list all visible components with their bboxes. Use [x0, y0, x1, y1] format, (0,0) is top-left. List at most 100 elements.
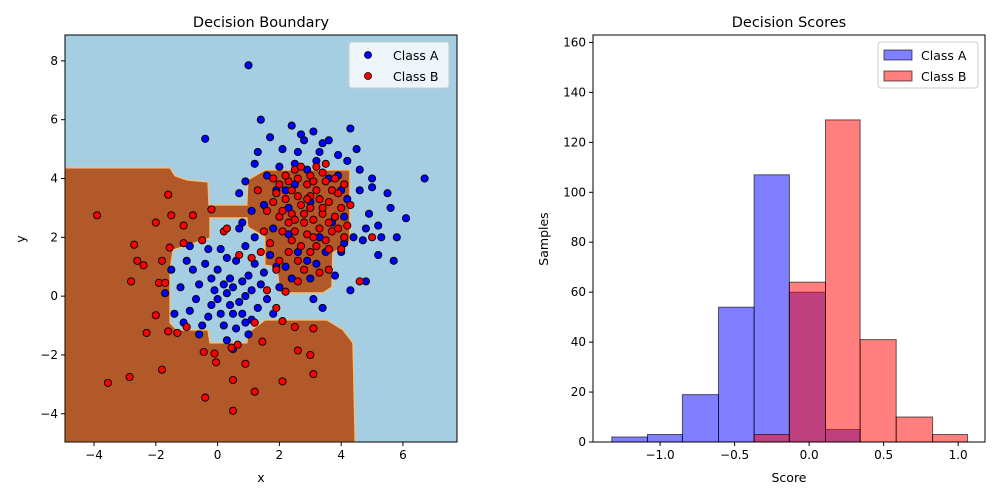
point-class-b: [296, 242, 306, 251]
point-class-b: [281, 287, 290, 296]
point-class-b: [247, 253, 256, 262]
point-class-a: [309, 127, 318, 136]
point-class-a: [266, 250, 275, 260]
x-tick-label: 6: [399, 448, 407, 462]
point-class-a: [235, 297, 244, 307]
point-class-a: [204, 312, 213, 321]
y-tick-label: −2: [40, 348, 58, 362]
point-class-b: [142, 328, 151, 337]
point-class-a: [228, 283, 238, 292]
point-class-a: [377, 233, 386, 242]
y-axis-label: y: [13, 235, 28, 243]
point-class-a: [346, 286, 355, 295]
point-class-a: [330, 271, 340, 280]
point-class-b: [250, 387, 259, 396]
point-class-a: [244, 330, 253, 339]
point-class-b: [309, 370, 318, 379]
point-class-b: [278, 206, 287, 215]
point-class-a: [170, 309, 179, 318]
bar-class-b: [895, 416, 934, 443]
point-class-b: [293, 174, 302, 183]
point-class-a: [259, 268, 268, 277]
x-tick-label: 4: [337, 448, 345, 462]
point-class-a: [358, 236, 367, 245]
point-class-b: [198, 236, 207, 245]
y-axis-label: Samples: [536, 212, 551, 265]
chart-title: Decision Scores: [732, 15, 847, 31]
point-class-a: [361, 224, 370, 233]
point-class-b: [330, 174, 340, 183]
bar-class-b: [788, 281, 827, 443]
point-class-a: [195, 280, 204, 289]
axis-ticks: −1.0 −0.5 0.0 0.5 1.0 0 20 40 60 80 100 120 140 160: [563, 35, 968, 462]
point-class-b: [290, 227, 299, 236]
bar-class-b: [753, 434, 790, 443]
point-class-b: [250, 318, 259, 327]
point-class-b: [272, 303, 281, 312]
point-class-b: [281, 171, 290, 180]
x-tick-label: −1.0: [646, 448, 675, 462]
point-class-b: [293, 277, 302, 286]
point-class-a: [238, 277, 247, 286]
point-class-b: [165, 243, 174, 252]
point-class-a: [275, 162, 284, 171]
point-class-b: [293, 256, 302, 265]
point-class-a: [250, 159, 259, 168]
point-class-a: [201, 259, 210, 268]
point-class-b: [125, 372, 134, 382]
y-tick-label: 8: [50, 54, 58, 68]
point-class-b: [278, 317, 287, 326]
point-class-a: [210, 286, 219, 295]
point-class-a: [182, 256, 191, 265]
point-class-a: [309, 295, 318, 304]
point-class-b: [133, 256, 142, 265]
point-class-b: [272, 189, 281, 198]
point-class-b: [315, 195, 324, 204]
y-tick-label: 6: [50, 113, 58, 127]
point-class-a: [191, 295, 201, 304]
point-class-a: [306, 274, 315, 283]
axis-ticks: −4 −2 0 2 4 6 −4 −2 0 2 4 6 8: [40, 54, 406, 462]
point-class-b: [269, 174, 278, 183]
point-class-b: [262, 286, 272, 295]
point-class-b: [235, 250, 244, 260]
axes-frame: [64, 34, 458, 443]
y-tick-label: 60: [571, 285, 586, 299]
x-tick-label: 0.0: [800, 448, 819, 462]
point-class-b: [324, 245, 333, 254]
point-class-b: [262, 206, 272, 215]
point-class-a: [383, 189, 392, 198]
point-class-b: [151, 218, 160, 227]
point-class-a: [216, 245, 225, 254]
point-class-a: [185, 306, 194, 315]
point-class-b: [167, 211, 176, 220]
point-class-a: [228, 309, 238, 318]
point-class-b: [321, 159, 330, 168]
y-tick-label: 100: [563, 185, 586, 199]
point-class-b: [306, 247, 315, 257]
x-axis-label: x: [257, 470, 264, 485]
point-class-a: [161, 289, 170, 298]
point-class-b: [337, 245, 346, 254]
point-class-a: [256, 115, 265, 124]
y-tick-label: 80: [571, 235, 586, 249]
x-tick-label: −4: [85, 448, 103, 462]
point-class-b: [296, 200, 306, 210]
y-tick-label: 2: [50, 230, 58, 244]
point-class-a: [303, 256, 312, 265]
point-class-a: [287, 121, 296, 130]
point-class-a: [269, 224, 278, 233]
point-class-a: [312, 259, 321, 268]
point-class-b: [212, 358, 221, 367]
point-class-b: [284, 247, 293, 257]
point-class-b: [182, 322, 191, 332]
y-tick-label: 120: [563, 135, 586, 149]
point-class-b: [324, 218, 333, 227]
point-class-b: [275, 180, 284, 189]
y-tick-label: 40: [571, 335, 586, 349]
x-tick-label: 1.0: [949, 448, 968, 462]
point-class-b: [300, 218, 309, 227]
point-class-a: [204, 245, 213, 254]
point-class-a: [420, 174, 429, 183]
